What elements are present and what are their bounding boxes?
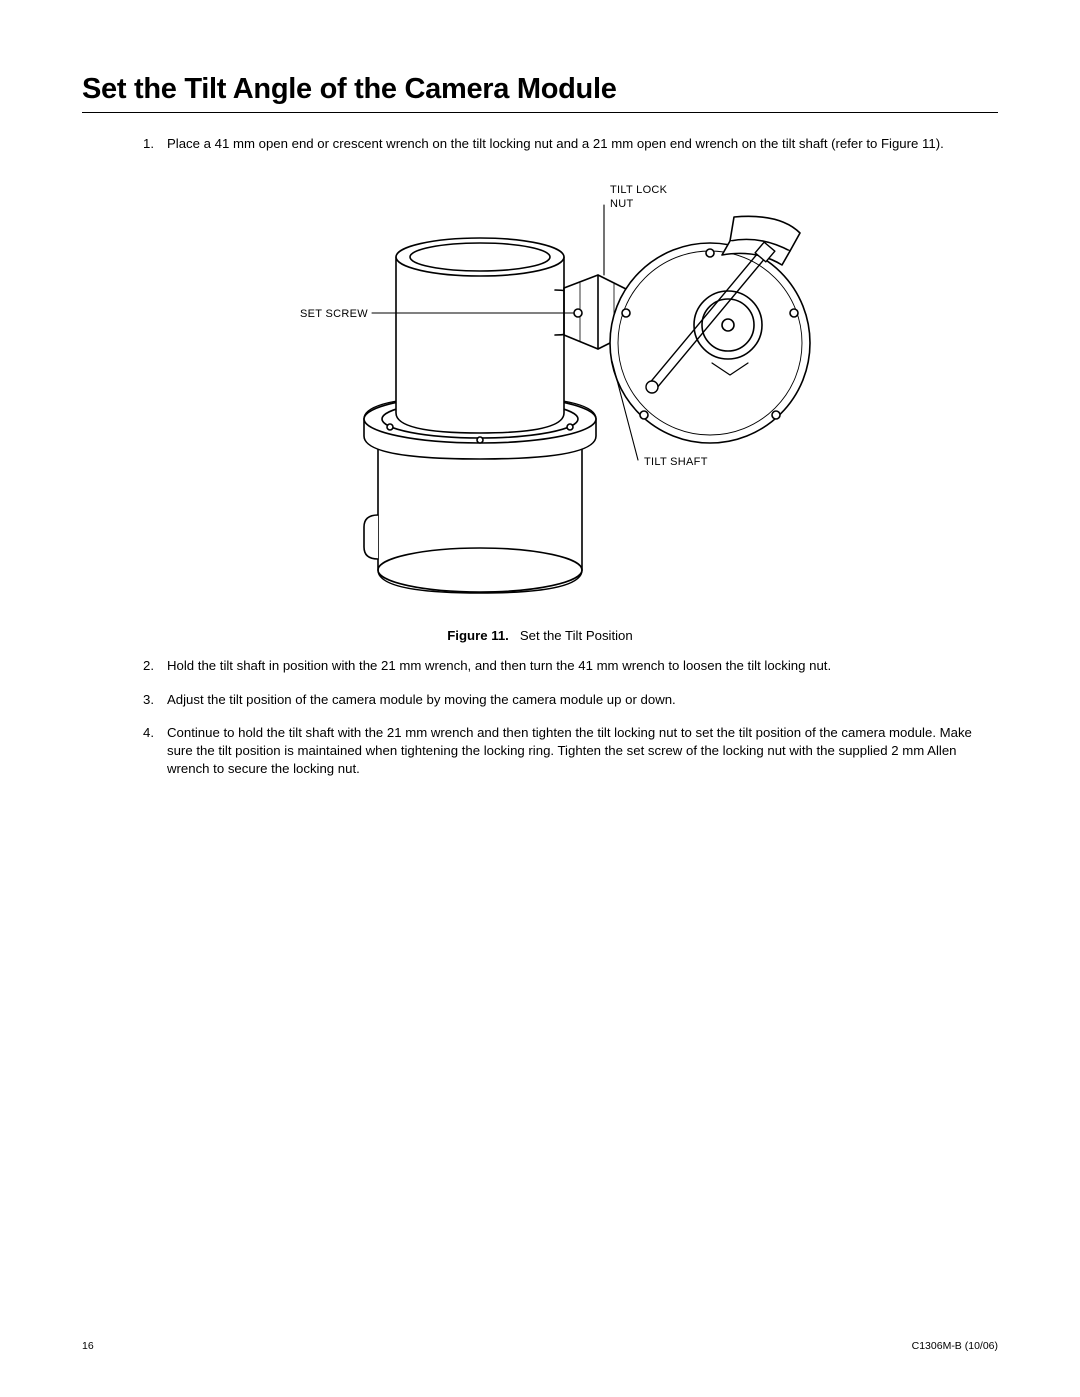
step-item: Hold the tilt shaft in position with the… (167, 657, 998, 675)
page-title: Set the Tilt Angle of the Camera Module (82, 73, 998, 106)
step-list-cont: Hold the tilt shaft in position with the… (82, 657, 998, 778)
page-number: 16 (82, 1340, 94, 1352)
figure: TILT LOCK NUT SET SCREW TILT SHAFT Figur… (82, 175, 998, 643)
callout-tilt-lock-nut-line1: TILT LOCK (610, 184, 668, 196)
step-list: Place a 41 mm open end or crescent wrenc… (82, 135, 998, 153)
step-item: Adjust the tilt position of the camera m… (167, 691, 998, 709)
callout-tilt-shaft: TILT SHAFT (644, 456, 708, 468)
step-item: Place a 41 mm open end or crescent wrenc… (167, 135, 998, 153)
page: Set the Tilt Angle of the Camera Module … (0, 0, 1080, 1397)
callout-tilt-lock-nut-line2: NUT (610, 198, 634, 210)
step-item: Continue to hold the tilt shaft with the… (167, 724, 998, 777)
title-rule (82, 112, 998, 113)
doc-id: C1306M-B (10/06) (912, 1340, 998, 1352)
page-footer: 16 C1306M-B (10/06) (82, 1340, 998, 1352)
figure-label: Figure 11. (447, 628, 509, 643)
figure-caption-text: Set the Tilt Position (520, 628, 633, 643)
figure-caption: Figure 11. Set the Tilt Position (82, 628, 998, 643)
callout-set-screw: SET SCREW (300, 308, 368, 320)
figure-svg: TILT LOCK NUT SET SCREW TILT SHAFT (260, 175, 820, 610)
